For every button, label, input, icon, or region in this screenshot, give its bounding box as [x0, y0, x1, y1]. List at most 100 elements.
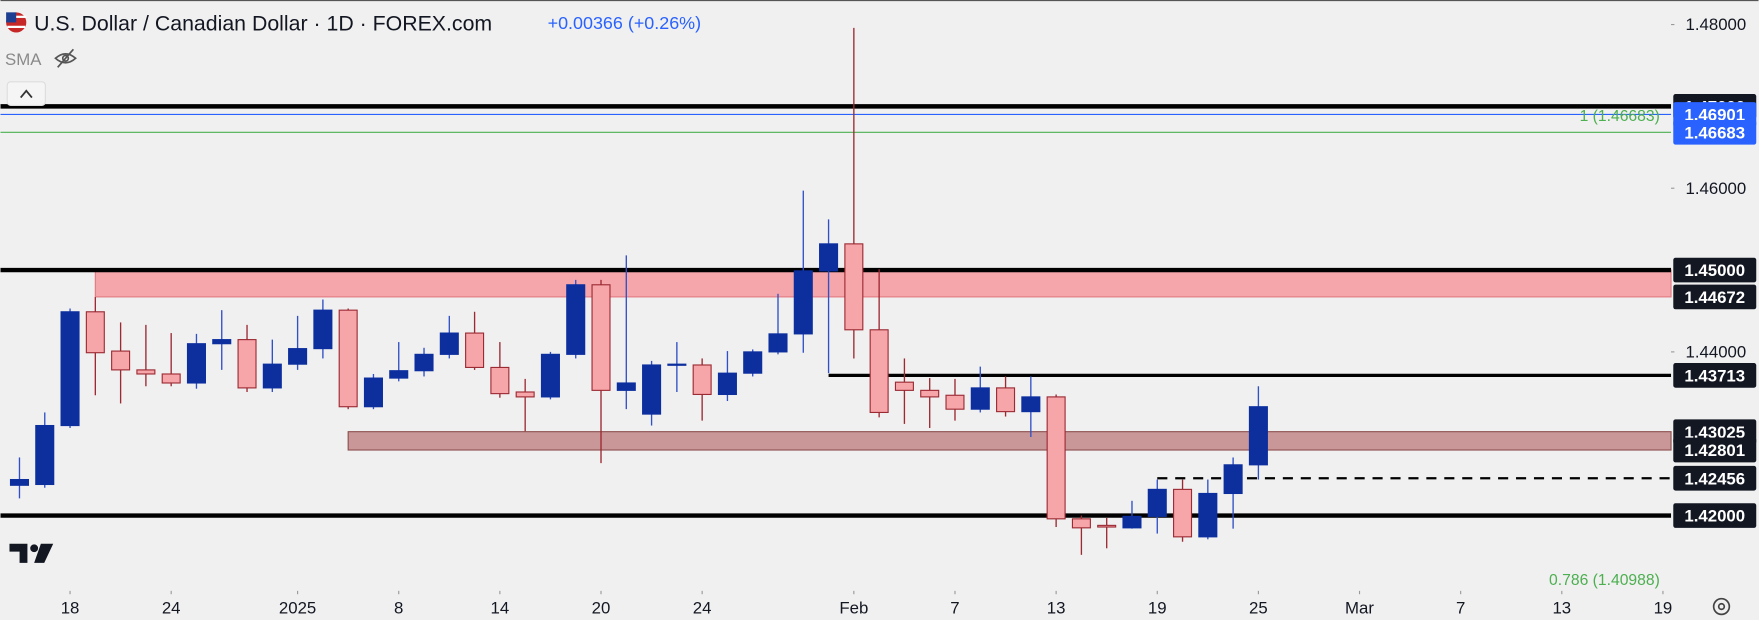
- x-tick-label: 13: [1552, 598, 1571, 617]
- candle-body: [490, 366, 510, 395]
- candle-body: [768, 333, 788, 353]
- candle-body: [262, 363, 282, 389]
- x-tick-label: 14: [491, 598, 510, 617]
- price-change: +0.00366 (+0.26%): [548, 13, 701, 33]
- price-tag: [1673, 284, 1757, 310]
- candle-body: [363, 377, 383, 408]
- candle-body: [920, 389, 940, 398]
- candle-body: [996, 387, 1016, 413]
- zone: [94, 269, 1672, 298]
- price-tag-label: 1.44672: [1684, 288, 1745, 307]
- candle-body: [970, 387, 990, 410]
- visibility-toggle[interactable]: [54, 48, 77, 68]
- candle-body: [743, 351, 763, 374]
- price-tag: [1673, 503, 1757, 528]
- candle-body: [1071, 518, 1091, 529]
- price-tag: [1673, 257, 1757, 283]
- candle-body: [1122, 515, 1142, 529]
- candle-body: [591, 284, 611, 391]
- candle-body: [136, 369, 156, 375]
- x-tick-label: 24: [162, 598, 181, 617]
- tradingview-logo: [9, 543, 54, 563]
- plot-area: [0, 27, 1672, 555]
- price-tag-label: 1.43025: [1684, 423, 1745, 442]
- candle-body: [894, 381, 914, 391]
- x-tick-label: 18: [61, 598, 80, 617]
- price-tag: [1673, 119, 1757, 145]
- candle-body: [1198, 492, 1218, 538]
- candle-body: [60, 311, 80, 427]
- x-tick-label: 19: [1148, 598, 1167, 617]
- candle-body: [439, 332, 459, 355]
- x-tick-label: 8: [394, 598, 403, 617]
- x-tick-label: 2025: [279, 598, 316, 617]
- candle-body: [540, 353, 560, 398]
- price-tag: [1673, 465, 1757, 491]
- candle-body: [945, 394, 965, 410]
- x-tick-label: 13: [1047, 598, 1066, 617]
- fib-label: 1 (1.46683): [1580, 108, 1660, 125]
- x-tick-label: 25: [1249, 598, 1268, 617]
- price-tag-label: 1.46901: [1684, 106, 1745, 125]
- x-tick-label: Mar: [1345, 598, 1374, 617]
- candle-body: [819, 243, 839, 272]
- candle-body: [616, 382, 636, 391]
- collapse-button[interactable]: [6, 81, 46, 106]
- candle-body: [515, 391, 535, 398]
- price-tag-label: 1.42456: [1684, 469, 1745, 488]
- x-tick-label: 19: [1654, 598, 1673, 617]
- candle-body: [1021, 396, 1041, 413]
- candle-body: [161, 373, 181, 384]
- settings-gear[interactable]: [1712, 597, 1731, 616]
- chart-title: U.S. Dollar / Canadian Dollar · 1D · FOR…: [34, 11, 492, 35]
- y-tick-label: 1.48000: [1686, 15, 1747, 34]
- price-tag-label: 1.42000: [1684, 507, 1745, 526]
- x-tick-label: 24: [693, 598, 712, 617]
- candle-body: [212, 339, 232, 345]
- price-tag-label: 1.42801: [1684, 441, 1745, 460]
- candle-body: [1046, 396, 1066, 520]
- candle-body: [288, 348, 308, 365]
- candle-body: [414, 353, 434, 372]
- candle-body: [186, 343, 206, 384]
- x-tick-label: 7: [950, 598, 959, 617]
- candle-body: [85, 311, 105, 354]
- candle-body: [35, 424, 55, 486]
- y-tick-label: 1.44000: [1686, 342, 1747, 361]
- candle-body: [717, 372, 737, 396]
- candle-body: [793, 270, 813, 335]
- y-tick-label: 1.46000: [1686, 179, 1747, 198]
- candle-body: [844, 243, 864, 331]
- price-tag: [1673, 363, 1757, 388]
- candle-body: [566, 284, 586, 355]
- candle-body: [237, 339, 257, 389]
- symbol-flag: [6, 12, 27, 33]
- price-tag: [1673, 437, 1757, 463]
- candle-body: [1147, 488, 1167, 517]
- candle-body: [465, 332, 485, 369]
- candle-body: [389, 370, 409, 379]
- candle-body: [869, 329, 889, 414]
- candle-body: [338, 309, 358, 408]
- indicator-name[interactable]: SMA: [5, 50, 42, 69]
- x-tick-label: 7: [1456, 598, 1465, 617]
- price-tag-label: 1.43713: [1684, 367, 1745, 386]
- fib-label: 0.786 (1.40988): [1549, 572, 1660, 589]
- x-tick-label: 20: [592, 598, 611, 617]
- candle-body: [667, 363, 687, 366]
- zone: [347, 431, 1672, 451]
- candle-body: [9, 478, 30, 486]
- candle-body: [1097, 524, 1117, 528]
- candle-body: [692, 364, 712, 396]
- price-tag-label: 1.45000: [1684, 261, 1745, 280]
- candle-body: [111, 350, 131, 371]
- candle-body: [1173, 488, 1193, 538]
- candle-body: [642, 364, 662, 415]
- candle-body: [1248, 406, 1268, 466]
- x-tick-label: Feb: [839, 598, 868, 617]
- candle-body: [1223, 464, 1243, 495]
- candle-body: [313, 309, 333, 350]
